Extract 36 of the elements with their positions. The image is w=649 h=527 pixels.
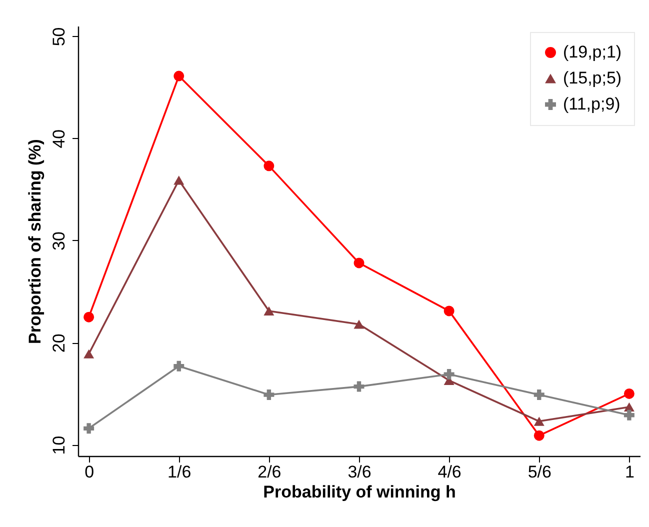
point [264,389,274,400]
point [174,176,184,185]
point [534,416,544,426]
x-tick-label: 2/6 [258,462,282,482]
point [264,160,274,172]
point [84,423,94,434]
x-axis-title: Probability of winning h [263,482,456,502]
point [354,258,364,268]
point [354,381,364,392]
y-tick-label: 40 [50,129,68,148]
x-tick-label: 3/6 [348,462,372,482]
y-tick-label: 30 [50,232,68,250]
point [444,369,454,380]
legend-label: (15,p;5) [563,68,622,88]
point [534,389,544,400]
x-tick-label: 5/6 [528,462,552,482]
point [624,388,634,399]
y-axis-title: Proportion of sharing (%) [26,139,44,344]
point [534,430,544,441]
y-tick-label: 10 [50,436,68,455]
y-tick-label: 20 [50,334,68,353]
point [444,306,454,316]
point [354,320,364,329]
point [174,70,184,82]
point [84,312,94,322]
point [84,349,94,358]
point [174,360,184,372]
legend-label: (11,p;9) [563,94,620,114]
legend-label: (19,p;1) [563,42,622,62]
point [264,306,274,316]
x-tick-label: 1/6 [168,462,192,482]
x-tick-label: 1 [624,462,634,482]
x-tick-label: 0 [84,462,94,482]
x-tick-label: 4/6 [438,462,462,482]
y-tick-label: 50 [50,27,68,46]
point [624,410,634,420]
